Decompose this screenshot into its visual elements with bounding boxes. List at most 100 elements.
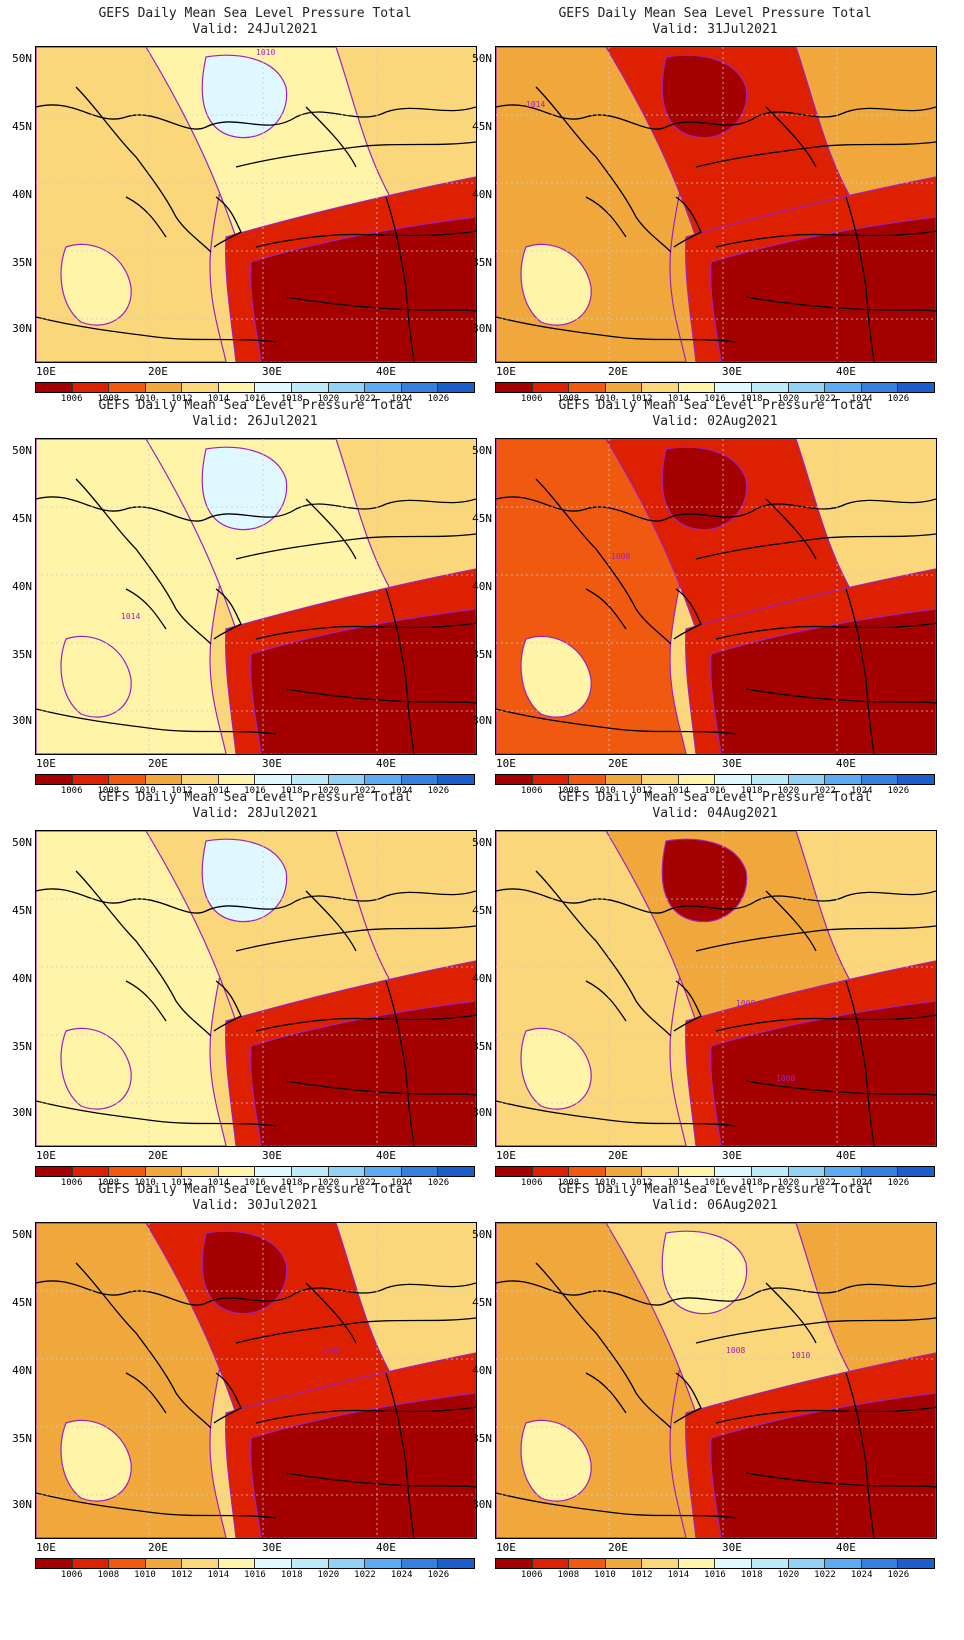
colorbar-swatch bbox=[401, 775, 439, 784]
lon-label: 30E bbox=[262, 1541, 282, 1554]
coastline-8 bbox=[385, 1372, 415, 1538]
colorbar-label: 1024 bbox=[390, 1570, 413, 1580]
colorbar-label: 1022 bbox=[354, 1570, 376, 1580]
lat-label: 35N bbox=[12, 1040, 32, 1053]
colorbar-label: 1008 bbox=[557, 786, 580, 796]
colorbar-swatch bbox=[292, 775, 329, 784]
coastline-8 bbox=[385, 980, 415, 1146]
colorbar-swatch bbox=[825, 1559, 862, 1568]
colorbar-swatch bbox=[72, 1167, 110, 1176]
colorbar-swatch bbox=[642, 1167, 679, 1176]
map-panel-1: GEFS Daily Mean Sea Level Pressure Total… bbox=[0, 0, 482, 410]
map-panel-3: GEFS Daily Mean Sea Level Pressure Total… bbox=[0, 392, 482, 802]
panel-valid-date: Valid: 06Aug2021 bbox=[652, 1198, 778, 1213]
coastline-4 bbox=[235, 533, 476, 560]
map-panel-4: GEFS Daily Mean Sea Level Pressure Total… bbox=[460, 392, 942, 802]
colorbar-label: 1008 bbox=[97, 394, 120, 404]
colorbar-label: 1018 bbox=[740, 1570, 763, 1580]
coastline-10 bbox=[585, 588, 627, 630]
coastline-5 bbox=[715, 1014, 936, 1032]
colorbar-label: 1020 bbox=[317, 786, 340, 796]
colorbar-label: 1006 bbox=[60, 394, 83, 404]
colorbar-swatch bbox=[788, 775, 826, 784]
coastline-5 bbox=[255, 1406, 476, 1424]
coastline-6 bbox=[36, 1100, 277, 1127]
colorbar-label: 1016 bbox=[244, 1178, 266, 1188]
colorbar-swatch bbox=[292, 383, 329, 392]
colorbar bbox=[495, 382, 935, 393]
colorbar-label: 1008 bbox=[97, 1178, 120, 1188]
colorbar-swatch bbox=[752, 1559, 789, 1568]
panel-title: GEFS Daily Mean Sea Level Pressure Total bbox=[98, 790, 412, 805]
lon-label: 30E bbox=[262, 1149, 282, 1162]
colorbar-label: 1006 bbox=[520, 786, 543, 796]
colorbar-swatch bbox=[401, 383, 439, 392]
colorbar-label: 1022 bbox=[814, 786, 836, 796]
coastline-6 bbox=[496, 708, 737, 735]
colorbar-swatch bbox=[569, 1559, 606, 1568]
lat-label: 35N bbox=[12, 648, 32, 661]
coastline-2 bbox=[75, 86, 212, 253]
coastline-2 bbox=[535, 870, 672, 1037]
panel-valid-date: Valid: 28Jul2021 bbox=[192, 806, 318, 821]
pressure-map-svg: 1014 bbox=[496, 47, 936, 362]
colorbar-label: 1018 bbox=[280, 1178, 303, 1188]
colorbar-swatch bbox=[898, 1559, 934, 1568]
coastline-4 bbox=[695, 1317, 936, 1344]
colorbar-swatch bbox=[752, 383, 789, 392]
coastline-2 bbox=[535, 1262, 672, 1429]
coastline-3 bbox=[673, 196, 702, 248]
lat-label: 40N bbox=[12, 580, 32, 593]
colorbar-swatch bbox=[292, 1559, 329, 1568]
colorbar-label: 1008 bbox=[557, 1178, 580, 1188]
colorbar-swatch bbox=[401, 1559, 439, 1568]
lat-label: 40N bbox=[472, 188, 492, 201]
coastline-4 bbox=[695, 533, 936, 560]
colorbar-swatch bbox=[182, 1167, 219, 1176]
colorbar-swatch bbox=[569, 1167, 606, 1176]
colorbar-label: 1018 bbox=[280, 394, 303, 404]
lat-label: 35N bbox=[472, 256, 492, 269]
coastline-1 bbox=[36, 104, 476, 130]
coastline-5 bbox=[255, 1014, 476, 1032]
colorbar-label: 1024 bbox=[850, 394, 873, 404]
colorbar-swatch bbox=[72, 775, 110, 784]
coastline-7 bbox=[745, 1080, 936, 1096]
colorbar-swatch bbox=[496, 1167, 533, 1176]
coastline-4 bbox=[235, 925, 476, 952]
colorbar-swatch bbox=[145, 383, 183, 392]
pressure-map: 1008 1008 bbox=[495, 830, 937, 1147]
colorbar-label: 1012 bbox=[170, 1570, 193, 1580]
lon-label: 20E bbox=[148, 365, 168, 378]
colorbar-label: 1020 bbox=[777, 394, 800, 404]
colorbar-swatch bbox=[365, 1167, 402, 1176]
map-panel-5: GEFS Daily Mean Sea Level Pressure Total… bbox=[0, 784, 482, 1194]
lon-label: 30E bbox=[262, 365, 282, 378]
coastline-1 bbox=[36, 888, 476, 914]
lat-label: 35N bbox=[472, 1432, 492, 1445]
coastline-9 bbox=[305, 1282, 357, 1344]
lon-label: 30E bbox=[722, 1541, 742, 1554]
colorbar-swatch bbox=[36, 775, 73, 784]
coastline-3 bbox=[213, 1372, 242, 1424]
colorbar-swatch bbox=[292, 1167, 329, 1176]
pressure-map bbox=[35, 830, 477, 1147]
pressure-field-southwest-cell bbox=[520, 635, 592, 718]
lon-label: 10E bbox=[496, 365, 516, 378]
coastline-7 bbox=[285, 296, 476, 312]
colorbar-label: 1012 bbox=[170, 1178, 193, 1188]
colorbar-swatch bbox=[438, 383, 474, 392]
colorbar-label: 1016 bbox=[244, 786, 266, 796]
colorbar-label: 1010 bbox=[134, 786, 156, 796]
lon-label: 40E bbox=[376, 1541, 396, 1554]
colorbar-swatch bbox=[36, 1167, 73, 1176]
colorbar-swatch bbox=[898, 383, 934, 392]
colorbar-swatch bbox=[861, 775, 899, 784]
colorbar-swatch bbox=[255, 383, 293, 392]
panel-valid-date: Valid: 04Aug2021 bbox=[652, 806, 778, 821]
pressure-field-southwest-cell bbox=[60, 243, 132, 326]
colorbar-swatch bbox=[328, 1559, 366, 1568]
coastline-3 bbox=[213, 980, 242, 1032]
colorbar-label: 1018 bbox=[280, 786, 303, 796]
colorbar-swatch bbox=[255, 775, 293, 784]
